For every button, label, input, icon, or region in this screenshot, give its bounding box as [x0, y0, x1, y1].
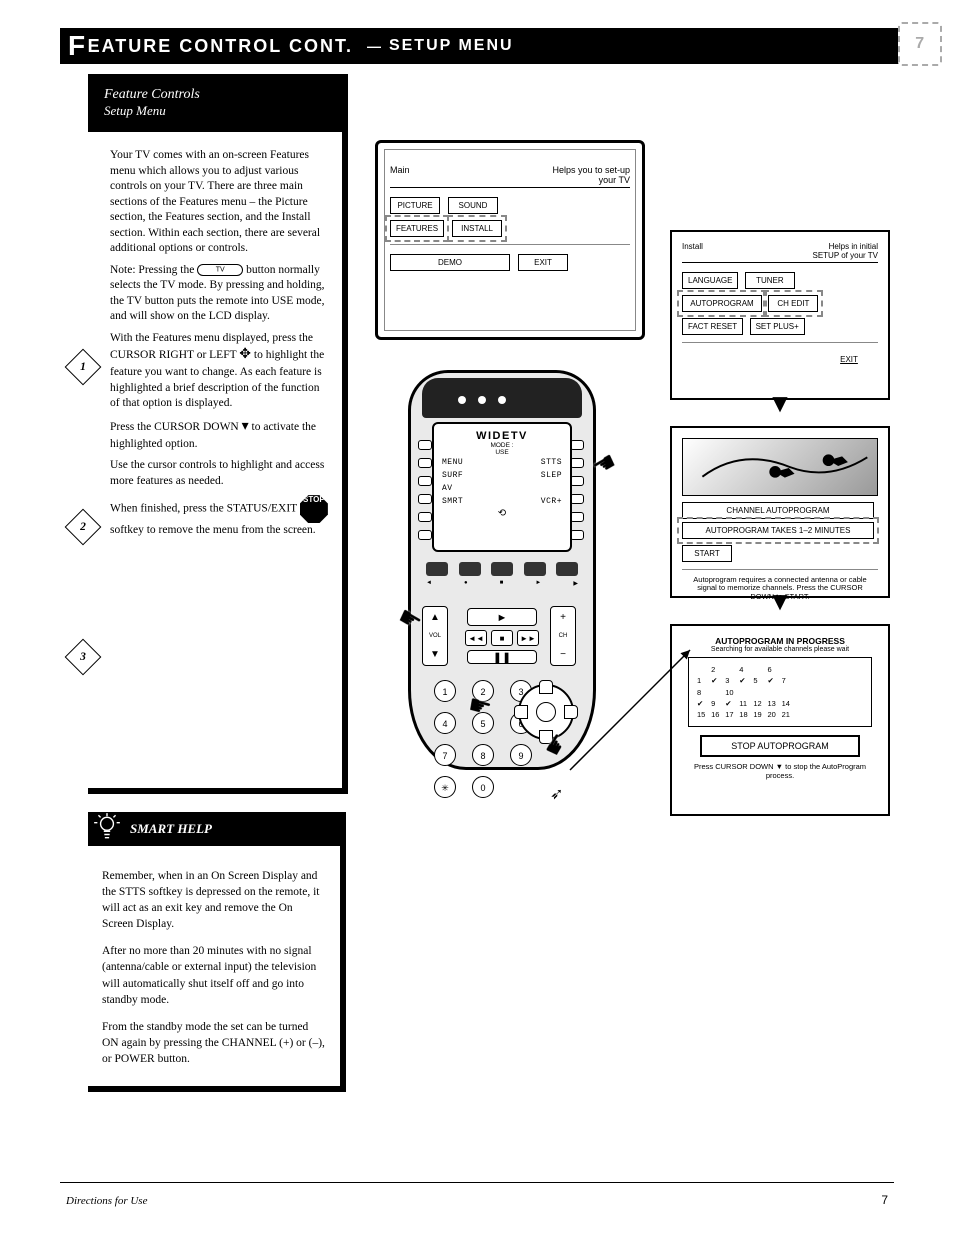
- remote-control: WIDETV MODE : USE MENUSTTS SURFSLEP AV S…: [408, 370, 596, 770]
- menu-features[interactable]: FEATURES: [390, 220, 444, 237]
- cursor-down-icon: ▾: [242, 418, 249, 437]
- diver-illustration: [682, 438, 878, 496]
- steps-intro: Your TV comes with an on-screen Features…: [110, 148, 328, 257]
- install-help1: Helps in initial: [829, 242, 878, 251]
- cursor-hint-icon: ➶: [550, 784, 563, 804]
- rew-button[interactable]: ◄◄: [465, 630, 487, 646]
- tv-main-help2: your TV: [599, 175, 630, 185]
- tv-button-icon: [197, 264, 243, 276]
- smart-help-panel: SMART HELP Remember, when in an On Scree…: [88, 812, 346, 1092]
- auto-top: CHANNEL AUTOPROGRAM: [682, 502, 874, 519]
- auto-start[interactable]: START: [682, 545, 732, 562]
- title-sub: SETUP MENU: [389, 37, 514, 55]
- menu-exit[interactable]: EXIT: [518, 254, 568, 271]
- menu-demo[interactable]: DEMO: [390, 254, 510, 271]
- step-2b: Use the cursor controls to highlight and…: [110, 458, 328, 489]
- tv-main-screen: Main Helps you to set-up your TV PICTURE…: [375, 140, 645, 340]
- steps-header: Feature Controls Setup Menu: [88, 74, 342, 132]
- step-1-text: With the Features menu displayed, press …: [110, 331, 328, 412]
- auto-mid: AUTOPROGRAM TAKES 1–2 MINUTES: [682, 522, 874, 539]
- steps-line1: Feature Controls: [104, 87, 342, 103]
- install-factreset[interactable]: FACT RESET: [682, 318, 743, 335]
- pause-button[interactable]: ❚❚: [467, 650, 537, 664]
- menu-install[interactable]: INSTALL: [452, 220, 502, 237]
- install-panel: Install Helps in initial SETUP of your T…: [670, 230, 890, 400]
- install-autoprogram[interactable]: AUTOPROGRAM: [682, 295, 762, 312]
- play-button[interactable]: ►: [467, 608, 537, 626]
- ff-button[interactable]: ►►: [517, 630, 539, 646]
- tip-title: SMART HELP: [130, 821, 212, 837]
- autoprogram-panel: CHANNEL AUTOPROGRAM AUTOPROGRAM TAKES 1–…: [670, 426, 890, 598]
- install-head: Install: [682, 242, 703, 260]
- stop-button[interactable]: ■: [491, 630, 513, 646]
- tip-p1: Remember, when in an On Screen Display a…: [102, 868, 326, 932]
- step-3-marker: 3: [65, 639, 102, 676]
- prog-title: AUTOPROGRAM IN PROGRESS: [682, 636, 878, 646]
- prog-row1: 1 2 ✔ 3 4 ✔ 5 6 ✔ 7: [697, 664, 863, 687]
- cursor-lr-icon: ✥: [239, 346, 251, 365]
- remote-row3[interactable]: [426, 562, 578, 576]
- lcd-use: USE: [438, 449, 566, 456]
- step-2a: Press the CURSOR DOWN ▾ to activate the …: [110, 418, 328, 452]
- install-exit[interactable]: EXIT: [824, 352, 874, 367]
- lightbulb-icon: [94, 812, 120, 847]
- tv-main-help1: Helps you to set-up: [552, 165, 630, 175]
- tip-p2: After no more than 20 minutes with no si…: [102, 943, 326, 1007]
- page-number-corner: 7: [898, 22, 942, 66]
- page-title-bar: F EATURE CONTROL CONT. — SETUP MENU 7: [60, 28, 918, 64]
- remote-top: [422, 378, 582, 418]
- footer-rule: [60, 1182, 894, 1184]
- prog-hint: Press CURSOR DOWN ▼ to stop the AutoProg…: [682, 763, 878, 780]
- steps-line2: Setup Menu: [104, 103, 342, 119]
- install-help2: SETUP of your TV: [812, 251, 878, 260]
- stop-icon: STOP: [300, 495, 328, 523]
- footer-right: 7: [881, 1193, 888, 1207]
- tip-p3: From the standby mode the set can be tur…: [102, 1019, 326, 1067]
- install-chedit[interactable]: CH EDIT: [768, 295, 818, 312]
- menu-sound[interactable]: SOUND: [448, 197, 498, 214]
- softkeys-right[interactable]: [570, 440, 586, 548]
- lcd-title: WIDETV: [438, 430, 566, 442]
- tv-main-head: Main: [390, 165, 410, 185]
- step-2-marker: 2: [65, 509, 102, 546]
- ch-rocker[interactable]: +CH−: [550, 606, 576, 666]
- progress-grid: 1 2 ✔ 3 4 ✔ 5 6 ✔ 7 8 ✔ 9 10 ✔ 11 12 13 …: [688, 657, 872, 727]
- remote-lcd: WIDETV MODE : USE MENUSTTS SURFSLEP AV S…: [432, 422, 572, 552]
- step-3a: When finished, press the STATUS/EXIT STO…: [110, 495, 328, 539]
- prog-row2: 8 ✔ 9 10 ✔ 11 12 13 14: [697, 687, 863, 710]
- title-first: F: [68, 30, 86, 62]
- remote-row-labels: ◄●■►▶: [426, 580, 578, 587]
- progress-panel: AUTOPROGRAM IN PROGRESS Searching for av…: [670, 624, 890, 816]
- prog-stop[interactable]: STOP AUTOPROGRAM: [700, 735, 860, 757]
- prog-sub: Searching for available channels please …: [682, 646, 878, 653]
- install-language[interactable]: LANGUAGE: [682, 272, 738, 289]
- title-rest: EATURE CONTROL CONT.: [88, 36, 353, 57]
- step-1-marker: 1: [65, 349, 102, 386]
- install-tuner[interactable]: TUNER: [745, 272, 795, 289]
- install-setplus[interactable]: SET PLUS+: [750, 318, 805, 335]
- footer-left: Directions for Use: [66, 1195, 147, 1207]
- prog-row3: 15 16 17 18 19 20 21: [697, 709, 863, 720]
- menu-picture[interactable]: PICTURE: [390, 197, 440, 214]
- steps-panel: Feature Controls Setup Menu Your TV come…: [88, 74, 348, 794]
- steps-button-note: Note: Pressing the button normally selec…: [110, 263, 328, 325]
